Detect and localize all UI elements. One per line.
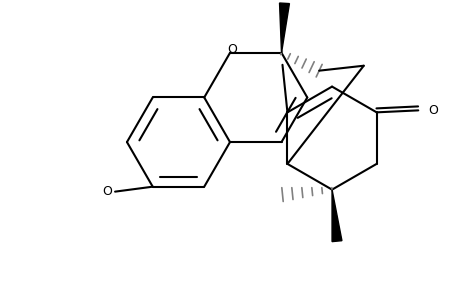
Text: O: O xyxy=(227,44,236,56)
Polygon shape xyxy=(279,3,289,53)
Polygon shape xyxy=(331,190,341,242)
Text: O: O xyxy=(427,104,437,117)
Text: O: O xyxy=(102,185,112,198)
